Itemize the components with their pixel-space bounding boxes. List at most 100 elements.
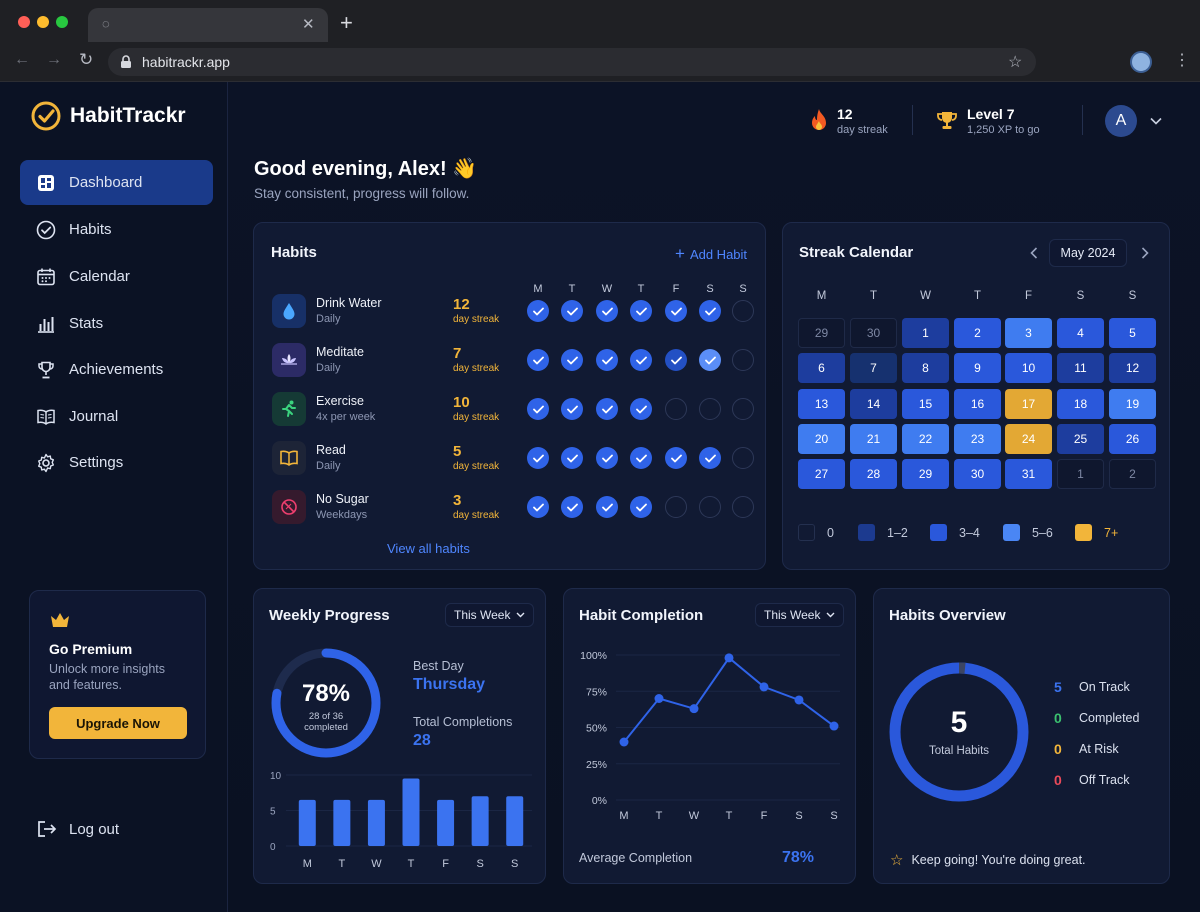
calendar-day[interactable]: 16 (954, 388, 1001, 419)
sidebar-item-stats[interactable]: Stats (20, 301, 213, 346)
chevron-down-icon[interactable] (1150, 117, 1162, 125)
habit-check-done[interactable] (630, 447, 652, 469)
calendar-day[interactable]: 12 (1109, 353, 1156, 384)
calendar-day[interactable]: 10 (1005, 353, 1052, 384)
habit-check-done[interactable] (596, 447, 618, 469)
calendar-day[interactable]: 23 (954, 423, 1001, 454)
sidebar-item-habits[interactable]: Habits (20, 207, 213, 252)
habit-check-done[interactable] (665, 349, 687, 371)
habit-check-empty[interactable] (732, 496, 754, 518)
calendar-day[interactable]: 11 (1057, 353, 1104, 384)
calendar-day[interactable]: 15 (902, 388, 949, 419)
user-avatar[interactable]: A (1105, 105, 1137, 137)
calendar-day[interactable]: 31 (1005, 459, 1052, 490)
habit-check-done[interactable] (561, 447, 583, 469)
logout-button[interactable]: Log out (36, 819, 119, 839)
habit-check-empty[interactable] (732, 349, 754, 371)
habit-check-done[interactable] (596, 496, 618, 518)
habit-check-done[interactable] (630, 398, 652, 420)
habit-check-empty[interactable] (732, 398, 754, 420)
calendar-day[interactable]: 21 (850, 423, 897, 454)
habit-check-done[interactable] (527, 447, 549, 469)
habit-row[interactable]: Exercise 4x per week 10 day streak (254, 392, 767, 432)
calendar-day[interactable]: 24 (1005, 423, 1052, 454)
add-habit-button[interactable]: + Add Habit (675, 244, 747, 264)
habit-check-done[interactable] (527, 398, 549, 420)
calendar-day[interactable]: 8 (902, 353, 949, 384)
sidebar-item-calendar[interactable]: Calendar (20, 254, 213, 299)
habit-check-done[interactable] (699, 349, 721, 371)
calendar-day[interactable]: 19 (1109, 388, 1156, 419)
sidebar-item-settings[interactable]: Settings (20, 440, 213, 485)
habit-check-empty[interactable] (699, 496, 721, 518)
minimize-window-button[interactable] (37, 16, 49, 28)
calendar-day[interactable]: 5 (1109, 318, 1156, 348)
habit-row[interactable]: Meditate Daily 7 day streak (254, 343, 767, 383)
habit-check-empty[interactable] (732, 447, 754, 469)
habit-check-done[interactable] (630, 300, 652, 322)
habit-check-done[interactable] (699, 447, 721, 469)
back-icon[interactable]: ← (14, 51, 30, 68)
close-window-button[interactable] (18, 16, 30, 28)
habit-check-done[interactable] (561, 300, 583, 322)
habit-check-done[interactable] (561, 496, 583, 518)
sidebar-item-dashboard[interactable]: Dashboard (20, 160, 213, 205)
habit-check-empty[interactable] (699, 398, 721, 420)
calendar-day[interactable]: 30 (850, 318, 897, 348)
habit-check-done[interactable] (527, 300, 549, 322)
habit-check-done[interactable] (699, 300, 721, 322)
calendar-day[interactable]: 29 (902, 459, 949, 490)
habit-check-done[interactable] (561, 398, 583, 420)
habit-check-empty[interactable] (665, 398, 687, 420)
sidebar-item-journal[interactable]: Journal (20, 394, 213, 439)
habit-check-done[interactable] (596, 300, 618, 322)
calendar-day[interactable]: 9 (954, 353, 1001, 384)
address-bar[interactable]: habitrackr.app ☆ (108, 48, 1036, 76)
profile-avatar[interactable] (1130, 51, 1152, 73)
calendar-day[interactable]: 14 (850, 388, 897, 419)
browser-menu-icon[interactable]: ⋮ (1174, 52, 1190, 69)
habit-check-done[interactable] (561, 349, 583, 371)
calendar-day[interactable]: 7 (850, 353, 897, 384)
reload-icon[interactable]: ↻ (79, 50, 94, 69)
browser-tab[interactable]: ◌ ✕ (88, 8, 328, 42)
completion-range-select[interactable]: This Week (755, 603, 845, 627)
calendar-day[interactable]: 1 (902, 318, 949, 348)
calendar-day[interactable]: 13 (798, 388, 845, 419)
habit-row[interactable]: Read Daily 5 day streak (254, 441, 767, 481)
habit-check-empty[interactable] (732, 300, 754, 322)
calendar-day[interactable]: 18 (1057, 388, 1104, 419)
calendar-day[interactable]: 28 (850, 459, 897, 490)
bookmark-star-icon[interactable]: ☆ (1008, 54, 1023, 71)
upgrade-button[interactable]: Upgrade Now (49, 707, 187, 739)
sidebar-item-achievements[interactable]: Achievements (20, 347, 213, 392)
habit-check-done[interactable] (527, 496, 549, 518)
calendar-day[interactable]: 26 (1109, 423, 1156, 454)
calendar-day[interactable]: 3 (1005, 318, 1052, 348)
calendar-day[interactable]: 20 (798, 423, 845, 454)
calendar-day[interactable]: 27 (798, 459, 845, 490)
habit-check-done[interactable] (630, 496, 652, 518)
calendar-day[interactable]: 1 (1057, 459, 1104, 490)
calendar-day[interactable]: 25 (1057, 423, 1104, 454)
new-tab-icon[interactable]: + (340, 10, 353, 35)
habit-check-empty[interactable] (665, 496, 687, 518)
forward-icon[interactable]: → (46, 51, 62, 68)
habit-row[interactable]: No Sugar Weekdays 3 day streak (254, 490, 767, 530)
month-selector[interactable]: May 2024 (1049, 239, 1127, 267)
habit-row[interactable]: Drink Water Daily 12 day streak (254, 294, 767, 334)
calendar-day[interactable]: 22 (902, 423, 949, 454)
habit-check-done[interactable] (596, 398, 618, 420)
calendar-day[interactable]: 4 (1057, 318, 1104, 348)
calendar-day[interactable]: 29 (798, 318, 845, 348)
maximize-window-button[interactable] (56, 16, 68, 28)
close-tab-icon[interactable]: ✕ (302, 16, 315, 33)
calendar-day[interactable]: 6 (798, 353, 845, 384)
chevron-right-icon[interactable] (1141, 247, 1149, 259)
view-all-habits-link[interactable]: View all habits (387, 541, 470, 556)
habit-check-done[interactable] (527, 349, 549, 371)
calendar-day[interactable]: 2 (954, 318, 1001, 348)
habit-check-done[interactable] (596, 349, 618, 371)
habit-check-done[interactable] (665, 447, 687, 469)
chevron-left-icon[interactable] (1030, 247, 1038, 259)
